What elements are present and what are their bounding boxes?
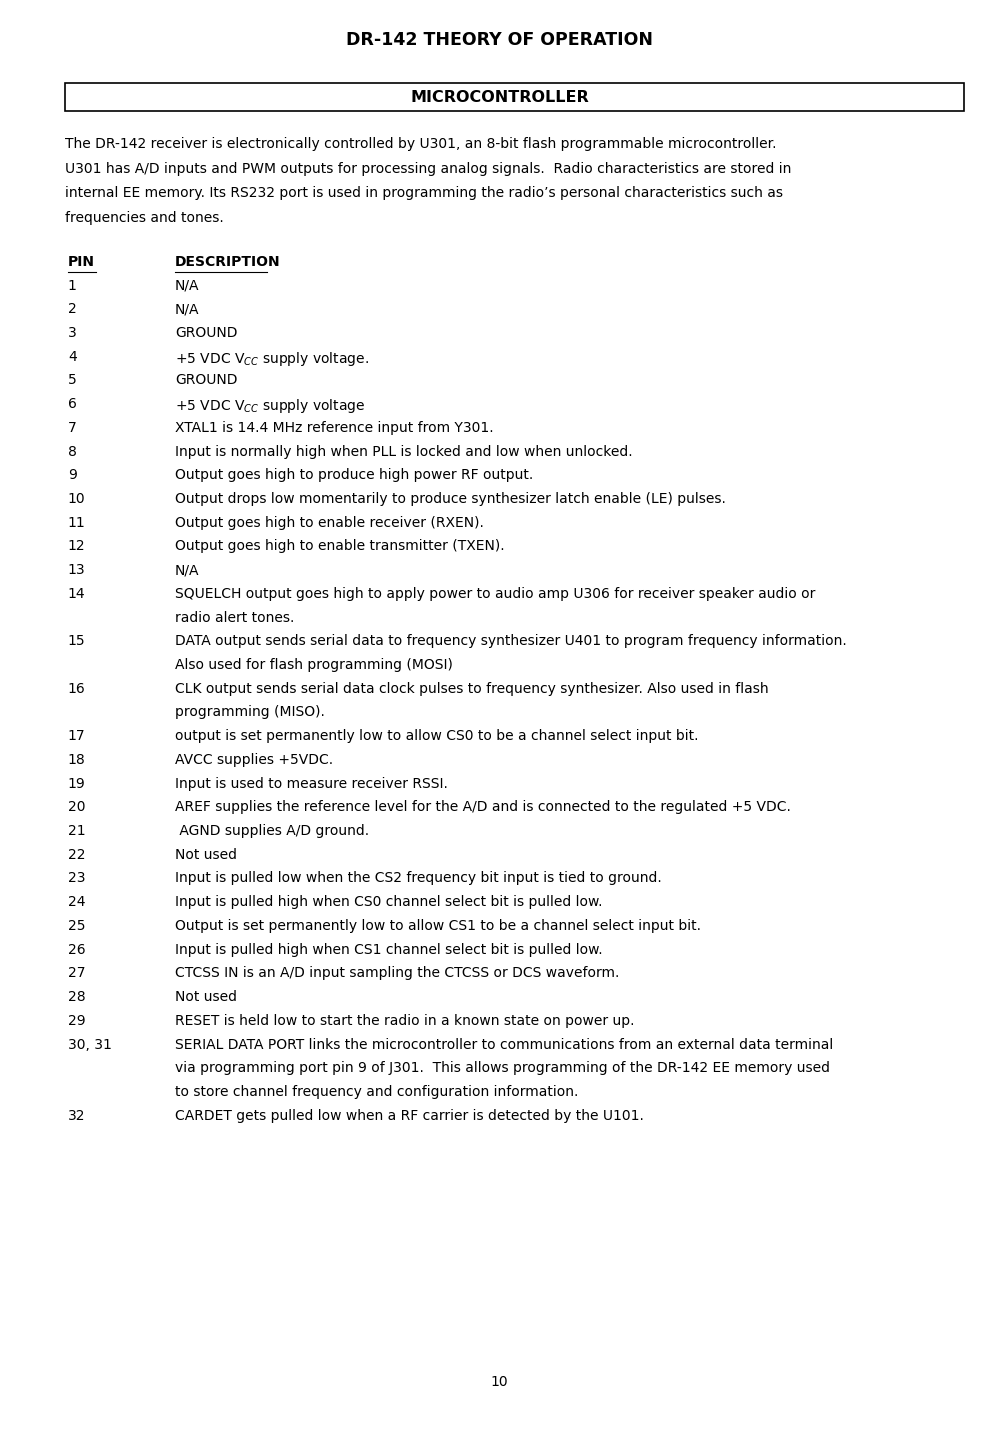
Text: DESCRIPTION: DESCRIPTION	[175, 256, 281, 269]
Text: +5 VDC V$_{CC}$ supply voltage.: +5 VDC V$_{CC}$ supply voltage.	[175, 350, 369, 367]
Text: CLK output sends serial data clock pulses to frequency synthesizer. Also used in: CLK output sends serial data clock pulse…	[175, 682, 768, 696]
Text: 13: 13	[68, 563, 86, 577]
Text: 4: 4	[68, 350, 77, 363]
Text: 24: 24	[68, 895, 86, 909]
Text: AGND supplies A/D ground.: AGND supplies A/D ground.	[175, 825, 369, 837]
Text: CTCSS IN is an A/D input sampling the CTCSS or DCS waveform.: CTCSS IN is an A/D input sampling the CT…	[175, 966, 619, 980]
Text: Input is used to measure receiver RSSI.: Input is used to measure receiver RSSI.	[175, 776, 448, 790]
Text: Input is pulled low when the CS2 frequency bit input is tied to ground.: Input is pulled low when the CS2 frequen…	[175, 872, 661, 886]
Text: 8: 8	[68, 444, 77, 459]
Text: Not used: Not used	[175, 990, 237, 1005]
Text: The DR-142 receiver is electronically controlled by U301, an 8-bit flash program: The DR-142 receiver is electronically co…	[65, 137, 776, 151]
Text: 21: 21	[68, 825, 86, 837]
Text: +5 VDC V$_{CC}$ supply voltage: +5 VDC V$_{CC}$ supply voltage	[175, 397, 366, 414]
Text: 1: 1	[68, 279, 77, 293]
Text: Also used for flash programming (MOSI): Also used for flash programming (MOSI)	[175, 657, 453, 672]
Text: 10: 10	[491, 1375, 508, 1389]
Text: SERIAL DATA PORT links the microcontroller to communications from an external da: SERIAL DATA PORT links the microcontroll…	[175, 1037, 833, 1052]
Text: Output drops low momentarily to produce synthesizer latch enable (LE) pulses.: Output drops low momentarily to produce …	[175, 492, 725, 506]
Text: via programming port pin 9 of J301.  This allows programming of the DR-142 EE me: via programming port pin 9 of J301. This…	[175, 1062, 830, 1075]
Text: 18: 18	[68, 753, 86, 767]
Text: 9: 9	[68, 469, 77, 482]
Text: RESET is held low to start the radio in a known state on power up.: RESET is held low to start the radio in …	[175, 1013, 634, 1027]
Text: 15: 15	[68, 634, 86, 649]
Text: Input is pulled high when CS1 channel select bit is pulled low.: Input is pulled high when CS1 channel se…	[175, 943, 602, 956]
Text: N/A: N/A	[175, 302, 200, 316]
Text: DR-142 THEORY OF OPERATION: DR-142 THEORY OF OPERATION	[346, 31, 653, 50]
Text: 16: 16	[68, 682, 86, 696]
Text: CARDET gets pulled low when a RF carrier is detected by the U101.: CARDET gets pulled low when a RF carrier…	[175, 1109, 643, 1123]
Text: internal EE memory. Its RS232 port is used in programming the radio’s personal c: internal EE memory. Its RS232 port is us…	[65, 186, 783, 200]
Text: XTAL1 is 14.4 MHz reference input from Y301.: XTAL1 is 14.4 MHz reference input from Y…	[175, 420, 494, 434]
Text: 2: 2	[68, 302, 77, 316]
Text: GROUND: GROUND	[175, 373, 238, 387]
Text: Not used: Not used	[175, 847, 237, 862]
Text: 25: 25	[68, 919, 86, 933]
Text: 28: 28	[68, 990, 86, 1005]
Text: 11: 11	[68, 516, 86, 530]
Text: Output goes high to enable receiver (RXEN).: Output goes high to enable receiver (RXE…	[175, 516, 484, 530]
Text: Input is normally high when PLL is locked and low when unlocked.: Input is normally high when PLL is locke…	[175, 444, 632, 459]
Text: radio alert tones.: radio alert tones.	[175, 610, 294, 624]
Text: to store channel frequency and configuration information.: to store channel frequency and configura…	[175, 1085, 578, 1099]
Text: 17: 17	[68, 729, 86, 743]
Text: 22: 22	[68, 847, 86, 862]
Text: Output goes high to produce high power RF output.: Output goes high to produce high power R…	[175, 469, 533, 482]
Text: 20: 20	[68, 800, 86, 815]
Text: 10: 10	[68, 492, 86, 506]
Text: Output is set permanently low to allow CS1 to be a channel select input bit.: Output is set permanently low to allow C…	[175, 919, 701, 933]
Text: 7: 7	[68, 420, 77, 434]
Text: AVCC supplies +5VDC.: AVCC supplies +5VDC.	[175, 753, 333, 767]
Text: PIN: PIN	[68, 256, 95, 269]
Text: 19: 19	[68, 776, 86, 790]
Text: output is set permanently low to allow CS0 to be a channel select input bit.: output is set permanently low to allow C…	[175, 729, 698, 743]
Text: 29: 29	[68, 1013, 86, 1027]
Text: programming (MISO).: programming (MISO).	[175, 706, 325, 719]
Text: SQUELCH output goes high to apply power to audio amp U306 for receiver speaker a: SQUELCH output goes high to apply power …	[175, 587, 815, 600]
Text: 23: 23	[68, 872, 86, 886]
Text: 14: 14	[68, 587, 86, 600]
Text: MICROCONTROLLER: MICROCONTROLLER	[411, 90, 588, 104]
Text: DATA output sends serial data to frequency synthesizer U401 to program frequency: DATA output sends serial data to frequen…	[175, 634, 846, 649]
Text: 6: 6	[68, 397, 77, 412]
Text: 27: 27	[68, 966, 86, 980]
Text: 30, 31: 30, 31	[68, 1037, 112, 1052]
Text: Output goes high to enable transmitter (TXEN).: Output goes high to enable transmitter (…	[175, 539, 504, 553]
FancyBboxPatch shape	[65, 83, 964, 111]
Text: frequencies and tones.: frequencies and tones.	[65, 211, 224, 224]
Text: N/A: N/A	[175, 563, 200, 577]
Text: 26: 26	[68, 943, 86, 956]
Text: 32: 32	[68, 1109, 86, 1123]
Text: U301 has A/D inputs and PWM outputs for processing analog signals.  Radio charac: U301 has A/D inputs and PWM outputs for …	[65, 161, 791, 176]
Text: AREF supplies the reference level for the A/D and is connected to the regulated : AREF supplies the reference level for th…	[175, 800, 790, 815]
Text: 5: 5	[68, 373, 77, 387]
Text: GROUND: GROUND	[175, 326, 238, 340]
Text: Input is pulled high when CS0 channel select bit is pulled low.: Input is pulled high when CS0 channel se…	[175, 895, 602, 909]
Text: N/A: N/A	[175, 279, 200, 293]
Text: 12: 12	[68, 539, 86, 553]
Text: 3: 3	[68, 326, 77, 340]
